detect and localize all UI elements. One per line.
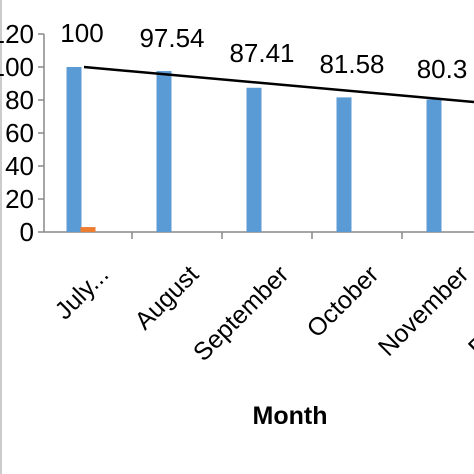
y-tick-label: 100 [0, 52, 34, 82]
trendline [83, 65, 474, 104]
y-tick-label: 20 [5, 184, 34, 214]
x-tick-label: July... [50, 260, 115, 325]
bar-series1 [246, 87, 262, 232]
x-tick-label: October [302, 260, 385, 343]
x-axis-title: Month [252, 402, 328, 430]
bar-series2 [80, 227, 96, 232]
y-tick-label: 80 [5, 85, 34, 115]
bar-series1 [156, 71, 172, 233]
y-tick-label: 60 [5, 118, 34, 148]
data-label: 97.54 [139, 23, 204, 53]
y-tick-label: 0 [20, 217, 34, 247]
x-tick-label: September [188, 260, 294, 366]
data-label: 81.58 [319, 49, 384, 79]
data-label: 100 [60, 18, 103, 48]
data-label: 87.41 [229, 38, 294, 68]
bar-series1 [66, 67, 82, 232]
y-tick-label: 40 [5, 151, 34, 181]
data-label: 80.3 [417, 54, 468, 84]
y-tick-label: 120 [0, 19, 34, 49]
x-tick-label: November [373, 260, 474, 361]
x-tick-label: August [129, 260, 204, 335]
bar-series1 [336, 97, 352, 232]
bar-series1 [426, 99, 442, 232]
